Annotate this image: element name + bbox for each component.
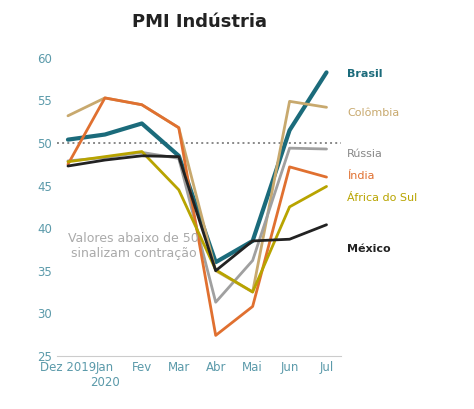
Text: Rússia: Rússia <box>347 149 383 159</box>
Text: Colômbia: Colômbia <box>347 108 399 118</box>
Text: África do Sul: África do Sul <box>347 193 417 203</box>
Text: Valores abaixo de 50
sinalizam contração: Valores abaixo de 50 sinalizam contração <box>68 231 199 260</box>
Text: Brasil: Brasil <box>347 69 383 79</box>
Text: Índia: Índia <box>347 171 374 181</box>
Text: México: México <box>347 244 391 254</box>
Title: PMI Indústria: PMI Indústria <box>132 13 266 31</box>
